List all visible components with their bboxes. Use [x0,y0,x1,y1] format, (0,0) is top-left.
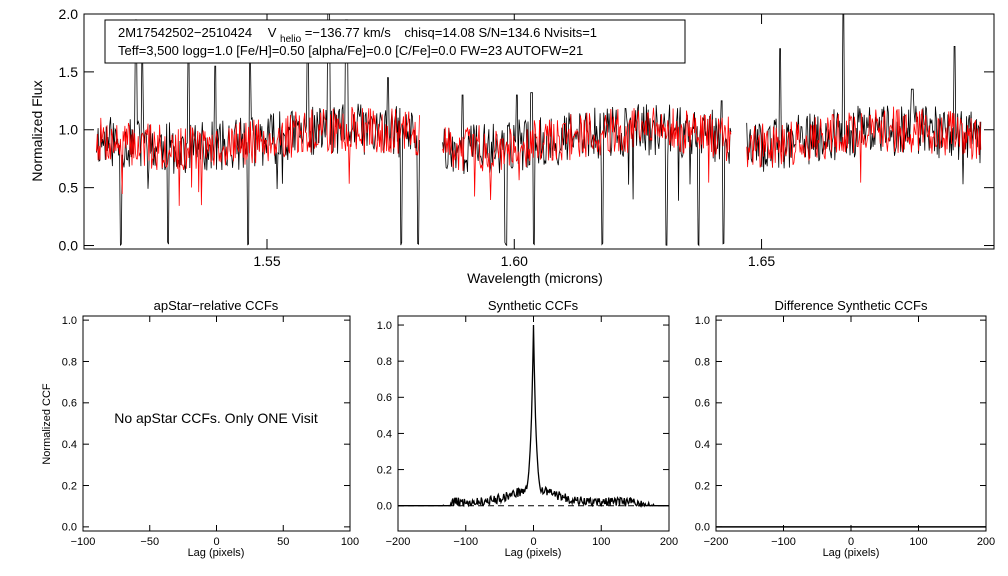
synthetic-spectrum-line [442,107,732,201]
y-tick-label: 0.6 [377,392,392,404]
y-tick-label: 0.8 [377,356,392,368]
annotation-star-id: 2M17542502−2510424 [118,25,252,40]
y-tick-label: 0.6 [695,398,710,410]
apstar-ccf-title: apStar−relative CCFs [154,298,279,313]
annotation-line-1: 2M17542502−2510424 V helio =−136.77 km/s… [118,25,597,45]
x-tick-label: −100 [71,536,96,548]
y-tick-label: 0.2 [695,480,710,492]
difference-ccf-xlabel: Lag (pixels) [823,547,880,559]
y-tick-label: 1.0 [695,315,710,327]
synthetic-ccf-title: Synthetic CCFs [488,298,579,313]
y-tick-label: 0.6 [62,398,77,410]
difference-ccf-frame [715,315,987,532]
difference-ccf-panel: −200 −100 0 100 200 0.0 0.2 0.4 0.6 0.8 1.0 Differ… [695,298,995,559]
spectrum-xlabel: Wavelength (microns) [467,270,603,286]
spectrum-annotation-box [104,19,686,64]
x-tick-label: 0 [213,536,219,548]
y-tick-label: 0.5 [59,180,79,196]
annotation-stats: chisq=14.08 S/N=134.6 Nvisits=1 [404,25,597,40]
y-tick-label: 0.0 [377,501,392,513]
x-tick-label: 50 [277,536,289,548]
x-tick-label: 1.55 [253,253,280,269]
apstar-ccf-message: No apStar CCFs. Only ONE Visit [114,410,318,426]
synthetic-ccf-line [398,324,669,508]
synthetic-spectrum-line [746,106,982,183]
synthetic-ccf-panel: −200 −100 0 100 200 0.0 0.2 0.4 0.6 0.8 1.0 Synthe… [377,298,678,559]
x-tick-label: −200 [386,536,411,548]
y-tick-label: 0.8 [62,356,77,368]
x-tick-label: −200 [704,536,729,548]
synthetic-ccf-plot-area [398,324,669,508]
y-tick-label: 0.8 [695,356,710,368]
y-tick-label: 1.0 [377,320,392,332]
synthetic-ccf-ticks: −200 −100 0 100 200 0.0 0.2 0.4 0.6 0.8 1.0 [377,316,678,548]
difference-ccf-title: Difference Synthetic CCFs [775,298,928,313]
y-tick-label: 0.2 [62,480,77,492]
x-tick-label: 1.65 [748,253,775,269]
annotation-line-2: Teff=3,500 logg=1.0 [Fe/H]=0.50 [alpha/F… [118,43,583,58]
spectrum-ticks: 1.55 1.60 1.65 0.0 0.5 1.0 1.5 2.0 [59,6,994,269]
x-tick-label: −50 [140,536,159,548]
y-tick-label: 0.0 [59,237,79,253]
apstar-ccf-ylabel: Normalized CCF [41,383,53,465]
synthetic-spectrum-line [96,106,420,206]
y-tick-label: 0.0 [62,522,77,534]
y-tick-label: 1.0 [62,315,77,327]
annotation-vhelio-subscript: helio [280,34,302,45]
spectrum-panel: 1.55 1.60 1.65 0.0 0.5 1.0 1.5 2.0 Wavelength (… [29,6,995,286]
x-tick-label: 100 [592,536,610,548]
y-tick-label: 0.4 [62,439,77,451]
x-tick-label: 100 [909,536,927,548]
apstar-ccf-xlabel: Lag (pixels) [188,547,245,559]
apstar-ccf-ticks: −100 −50 0 50 100 0.0 0.2 0.4 0.6 0.8 1.0 [62,315,359,548]
x-tick-label: 100 [341,536,359,548]
spectrum-ylabel: Normalized Flux [29,80,45,181]
spectrum-plot-area [96,13,982,247]
x-tick-label: 0 [848,536,854,548]
x-tick-label: −100 [771,536,796,548]
x-tick-label: 200 [977,536,995,548]
x-tick-label: −100 [453,536,478,548]
y-tick-label: 1.5 [59,64,79,80]
annotation-vhelio-value: =−136.77 km/s [305,25,391,40]
difference-ccf-ticks: −200 −100 0 100 200 0.0 0.2 0.4 0.6 0.8 1.0 [695,315,995,548]
y-tick-label: 0.4 [695,439,710,451]
annotation-vhelio-label: V [268,25,277,40]
y-tick-label: 2.0 [59,6,79,22]
y-tick-label: 0.4 [377,428,392,440]
apstar-ccf-panel: −100 −50 0 50 100 0.0 0.2 0.4 0.6 0.8 1.0 apStar−r… [41,298,359,559]
y-tick-label: 1.0 [59,122,79,138]
spectrum-frame [83,13,995,250]
x-tick-label: 0 [530,536,536,548]
x-tick-label: 1.60 [501,253,528,269]
y-tick-label: 0.2 [377,464,392,476]
synthetic-ccf-xlabel: Lag (pixels) [505,547,562,559]
x-tick-label: 200 [660,536,678,548]
y-tick-label: 0.0 [695,522,710,534]
